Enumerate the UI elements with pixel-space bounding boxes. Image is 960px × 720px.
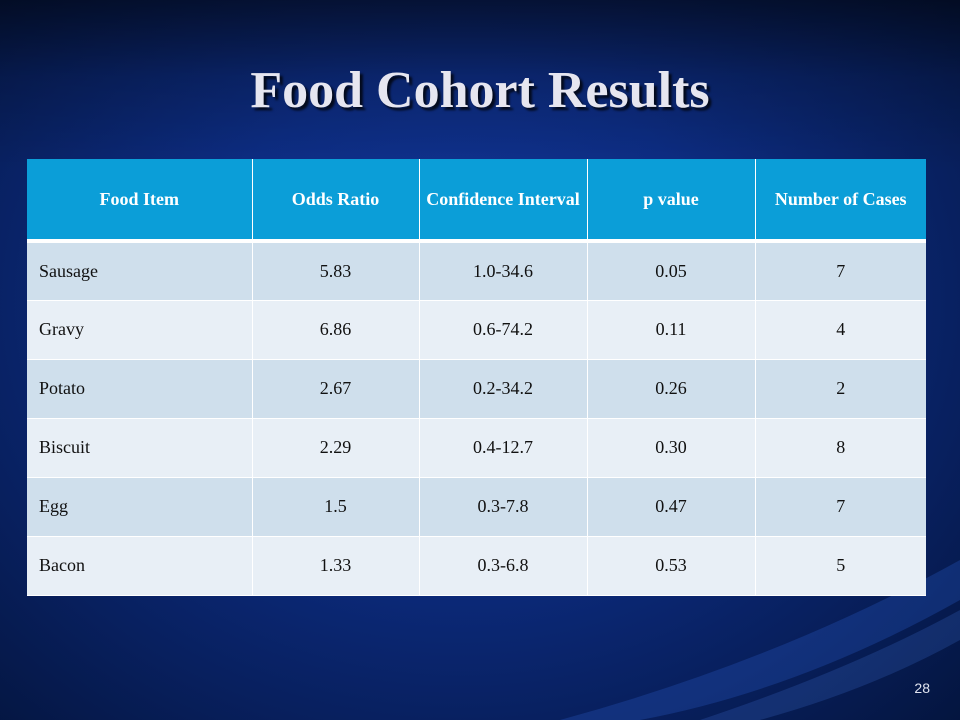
cell-number-of-cases: 5 — [755, 536, 926, 596]
cell-confidence-interval: 0.2-34.2 — [419, 359, 588, 419]
cell-confidence-interval: 0.6-74.2 — [419, 300, 588, 360]
header-number-of-cases: Number of Cases — [755, 159, 926, 243]
cell-confidence-interval: 0.3-6.8 — [419, 536, 588, 596]
cell-food-item: Sausage — [27, 241, 253, 301]
cell-p-value: 0.30 — [587, 418, 756, 478]
slide-title: Food Cohort Results — [250, 62, 710, 119]
table-row: Egg 1.5 0.3-7.8 0.47 7 — [27, 477, 926, 537]
cell-confidence-interval: 1.0-34.6 — [419, 241, 588, 301]
cell-odds-ratio: 5.83 — [252, 241, 420, 301]
cell-odds-ratio: 2.29 — [252, 418, 420, 478]
cell-p-value: 0.05 — [587, 241, 756, 301]
slide-page-number: 28 — [914, 680, 930, 696]
cell-odds-ratio: 1.5 — [252, 477, 420, 537]
cell-odds-ratio: 1.33 — [252, 536, 420, 596]
header-p-value: p value — [587, 159, 756, 243]
cell-number-of-cases: 4 — [755, 300, 926, 360]
table-row: Biscuit 2.29 0.4-12.7 0.30 8 — [27, 418, 926, 478]
table-row: Potato 2.67 0.2-34.2 0.26 2 — [27, 359, 926, 419]
cell-odds-ratio: 6.86 — [252, 300, 420, 360]
table-row: Gravy 6.86 0.6-74.2 0.11 4 — [27, 300, 926, 360]
table-row: Sausage 5.83 1.0-34.6 0.05 7 — [27, 241, 926, 301]
table-row: Bacon 1.33 0.3-6.8 0.53 5 — [27, 536, 926, 596]
cell-number-of-cases: 8 — [755, 418, 926, 478]
cell-confidence-interval: 0.3-7.8 — [419, 477, 588, 537]
cell-p-value: 0.11 — [587, 300, 756, 360]
food-cohort-results-table: Food Item Odds Ratio Confidence Interval… — [27, 159, 926, 596]
cell-food-item: Biscuit — [27, 418, 253, 478]
cell-odds-ratio: 2.67 — [252, 359, 420, 419]
cell-p-value: 0.53 — [587, 536, 756, 596]
cell-confidence-interval: 0.4-12.7 — [419, 418, 588, 478]
header-confidence-interval: Confidence Interval — [419, 159, 588, 243]
cell-food-item: Gravy — [27, 300, 253, 360]
cell-food-item: Potato — [27, 359, 253, 419]
cell-food-item: Bacon — [27, 536, 253, 596]
header-odds-ratio: Odds Ratio — [252, 159, 420, 243]
cell-p-value: 0.47 — [587, 477, 756, 537]
cell-number-of-cases: 7 — [755, 241, 926, 301]
table-header-row: Food Item Odds Ratio Confidence Interval… — [27, 159, 926, 243]
cell-number-of-cases: 7 — [755, 477, 926, 537]
cell-p-value: 0.26 — [587, 359, 756, 419]
cell-number-of-cases: 2 — [755, 359, 926, 419]
cell-food-item: Egg — [27, 477, 253, 537]
header-food-item: Food Item — [27, 159, 253, 243]
